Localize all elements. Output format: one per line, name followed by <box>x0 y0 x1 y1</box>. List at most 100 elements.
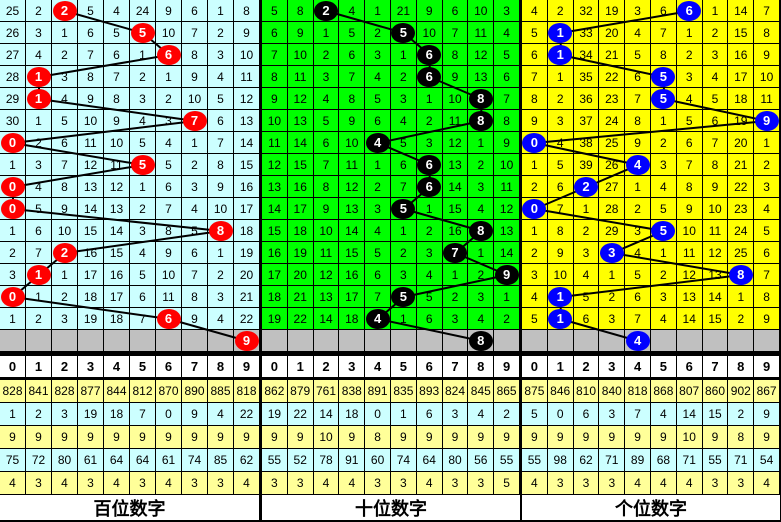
drawn-digit-ball: 6 <box>417 66 442 87</box>
stat-cell: 55 <box>494 449 520 472</box>
grid-cell: 10 <box>468 0 495 22</box>
grid-cell: 4 <box>625 154 651 176</box>
grid-cell: 10 <box>156 264 182 286</box>
grid-cell: 8 <box>522 88 548 110</box>
grid-cell: 29 <box>599 220 626 242</box>
grid-cell: 11 <box>754 88 780 110</box>
stat-cell: 56 <box>468 449 495 472</box>
stat-cell: 9 <box>182 403 208 426</box>
grid-cell: 18 <box>104 308 130 330</box>
grid-cell: 0 <box>522 198 548 220</box>
grid-cell: 39 <box>573 154 600 176</box>
stat-cell: 3 <box>547 472 574 495</box>
grid-cell: 19 <box>728 110 755 132</box>
stat-cell: 840 <box>599 380 626 403</box>
drawn-digit-ball: 8 <box>468 88 493 109</box>
grid-cell: 2 <box>365 176 391 198</box>
grid-cell: 3 <box>156 110 182 132</box>
stat-cell: 877 <box>78 380 104 403</box>
grid-cell: 11 <box>313 242 340 264</box>
grid-cell: 12 <box>104 176 130 198</box>
grid-cell: 3 <box>442 308 469 330</box>
next-row-cell <box>442 330 469 352</box>
grid-cell: 1 <box>651 110 677 132</box>
grid-cell: 6 <box>573 308 600 330</box>
stat-cell: 74 <box>391 449 417 472</box>
grid-cell: 1 <box>26 286 52 308</box>
stat-cell: 3 <box>262 472 288 495</box>
grid-cell: 5 <box>130 132 156 154</box>
stat-cell: 72 <box>26 449 52 472</box>
grid-cell: 4 <box>313 88 340 110</box>
drawn-digit-ball: 8 <box>208 220 233 241</box>
next-row-cell <box>313 330 340 352</box>
grid-cell: 9 <box>702 176 729 198</box>
stat-cell: 60 <box>365 449 391 472</box>
grid-cell: 5 <box>104 22 130 44</box>
grid-cell: 17 <box>78 264 104 286</box>
grid-cell: 1 <box>26 110 52 132</box>
grid-cell: 5 <box>130 264 156 286</box>
grid-cell: 27 <box>0 44 26 66</box>
grid-cell: 5 <box>130 154 156 176</box>
grid-cell: 6 <box>416 176 443 198</box>
grid-cell: 10 <box>182 88 208 110</box>
stat-cell: 5 <box>522 403 548 426</box>
next-row-cell <box>676 330 703 352</box>
stat-cell: 14 <box>313 403 340 426</box>
grid-cell: 4 <box>365 132 391 154</box>
grid-cell: 5 <box>365 242 391 264</box>
grid-cell: 4 <box>130 110 156 132</box>
grid-cell: 10 <box>234 44 260 66</box>
grid-cell: 1 <box>391 44 417 66</box>
grid-cell: 1 <box>547 286 574 308</box>
grid-cell: 5 <box>625 44 651 66</box>
grid-cell: 3 <box>391 264 417 286</box>
grid-cell: 32 <box>573 0 600 22</box>
grid-cell: 18 <box>234 220 260 242</box>
grid-cell: 4 <box>676 88 703 110</box>
grid-cell: 23 <box>599 88 626 110</box>
grid-cell: 10 <box>416 22 443 44</box>
digit-header: 0 <box>262 356 288 378</box>
grid-cell: 6 <box>156 308 182 330</box>
drawn-digit-ball: 9 <box>754 110 779 131</box>
stat-cell: 4 <box>52 472 78 495</box>
stat-cell: 74 <box>182 449 208 472</box>
digit-header: 9 <box>234 356 260 378</box>
grid-cell: 5 <box>573 286 600 308</box>
grid-cell: 5 <box>651 88 677 110</box>
grid-cell: 13 <box>676 286 703 308</box>
grid-cell: 9 <box>182 308 208 330</box>
grid-cell: 6 <box>676 0 703 22</box>
grid-cell: 23 <box>728 198 755 220</box>
grid-cell: 26 <box>0 22 26 44</box>
digit-header: 3 <box>78 356 104 378</box>
grid-cell: 2 <box>599 286 626 308</box>
drawn-digit-ball: 2 <box>52 242 77 263</box>
grid-cell: 1 <box>52 22 78 44</box>
stat-cell: 3 <box>287 472 314 495</box>
panel-label: 百位数字 <box>0 495 259 520</box>
stat-cell: 9 <box>262 426 288 449</box>
stat-cell: 14 <box>676 403 703 426</box>
stat-cell: 9 <box>468 426 495 449</box>
grid-cell: 8 <box>754 286 780 308</box>
grid-cell: 14 <box>494 242 520 264</box>
grid-cell: 4 <box>339 0 366 22</box>
grid-cell: 16 <box>728 44 755 66</box>
grid-cell: 1 <box>130 44 156 66</box>
grid-cell: 7 <box>522 66 548 88</box>
stat-cell: 98 <box>547 449 574 472</box>
drawn-digit-ball: 0 <box>522 132 547 153</box>
grid-cell: 2 <box>573 220 600 242</box>
grid-cell: 3 <box>365 44 391 66</box>
stat-cell: 9 <box>416 426 443 449</box>
stat-cell: 3 <box>391 472 417 495</box>
grid-cell: 8 <box>468 220 495 242</box>
grid-cell: 2 <box>208 264 234 286</box>
grid-cell: 7 <box>754 264 780 286</box>
grid-cell: 8 <box>468 110 495 132</box>
stat-cell: 9 <box>547 426 574 449</box>
next-row-cell <box>130 330 156 352</box>
